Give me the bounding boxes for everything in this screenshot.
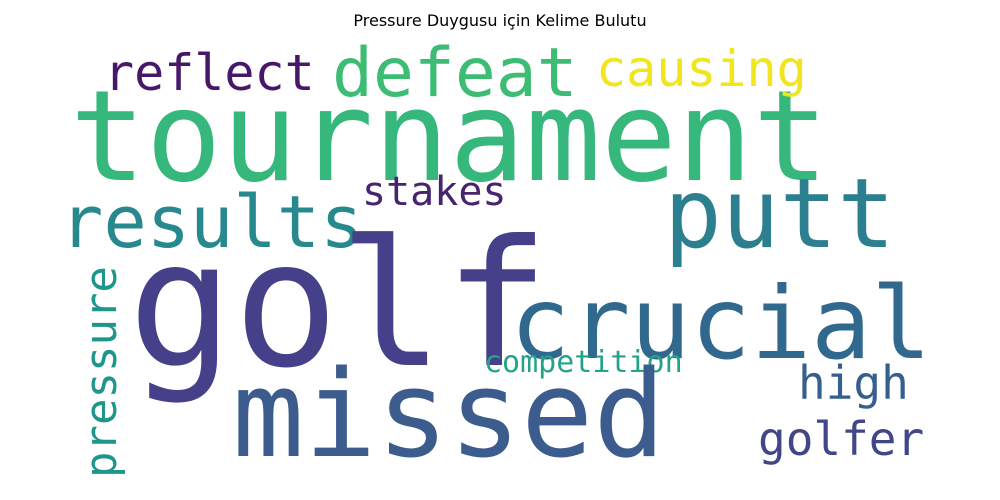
word-stakes: stakes	[362, 169, 507, 215]
word-pressure: pressure	[76, 266, 127, 478]
word-golfer: golfer	[758, 412, 925, 466]
word-golf: golf	[128, 204, 550, 407]
chart-title: Pressure Duygusu için Kelime Bulutu	[353, 11, 647, 30]
word-cloud: tournament defeat reflect causing result…	[60, 40, 940, 480]
word-putt: putt	[664, 158, 896, 270]
word-crucial: crucial	[510, 265, 932, 382]
word-defeat: defeat	[332, 40, 578, 113]
word-missed: missed	[232, 346, 666, 480]
word-results: results	[60, 180, 364, 264]
word-reflect: reflect	[104, 44, 315, 102]
word-high: high	[798, 356, 909, 410]
word-tournament: tournament	[70, 63, 829, 210]
word-competition: competition	[484, 345, 683, 380]
word-causing: causing	[596, 40, 807, 98]
